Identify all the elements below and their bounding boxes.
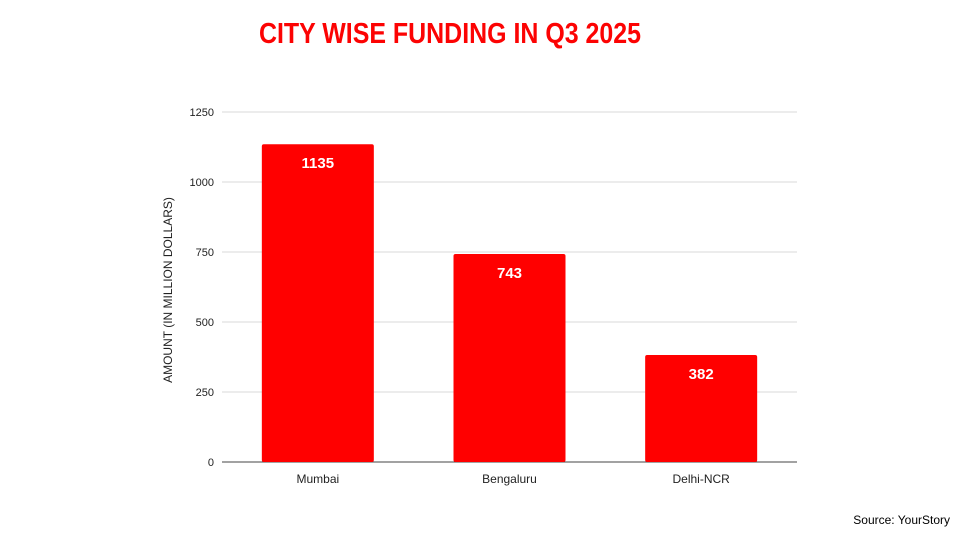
bar-data-label: 382: [689, 366, 714, 383]
bar-bengaluru: [453, 253, 566, 462]
x-tick-label: Bengaluru: [482, 472, 537, 486]
y-tick-labels: 0 250 500 750 1000 1250: [190, 107, 214, 469]
y-tick-label: 1000: [190, 177, 214, 189]
x-tick-labels: Mumbai Bengaluru Delhi-NCR: [296, 472, 730, 486]
source-note: Source: YourStory: [853, 513, 950, 527]
y-tick-label: 1250: [190, 107, 214, 119]
x-tick-label: Mumbai: [296, 472, 339, 486]
x-tick-label: Delhi-NCR: [672, 472, 730, 486]
bar-delhi-ncr: [645, 355, 758, 462]
bar-mumbai: [261, 144, 374, 462]
chart-title: CITY WISE FUNDING IN Q3 2025: [258, 18, 642, 50]
bar-data-label: 1135: [302, 155, 335, 172]
bars: 1135 743 382: [261, 144, 758, 462]
bar-data-label: 743: [497, 265, 522, 282]
y-tick-label: 250: [196, 387, 214, 399]
y-tick-label: 500: [196, 317, 214, 329]
y-tick-label: 0: [208, 457, 214, 469]
y-tick-label: 750: [196, 247, 214, 259]
y-axis-label: AMOUNT (IN MILLION DOLLARS): [161, 197, 175, 383]
